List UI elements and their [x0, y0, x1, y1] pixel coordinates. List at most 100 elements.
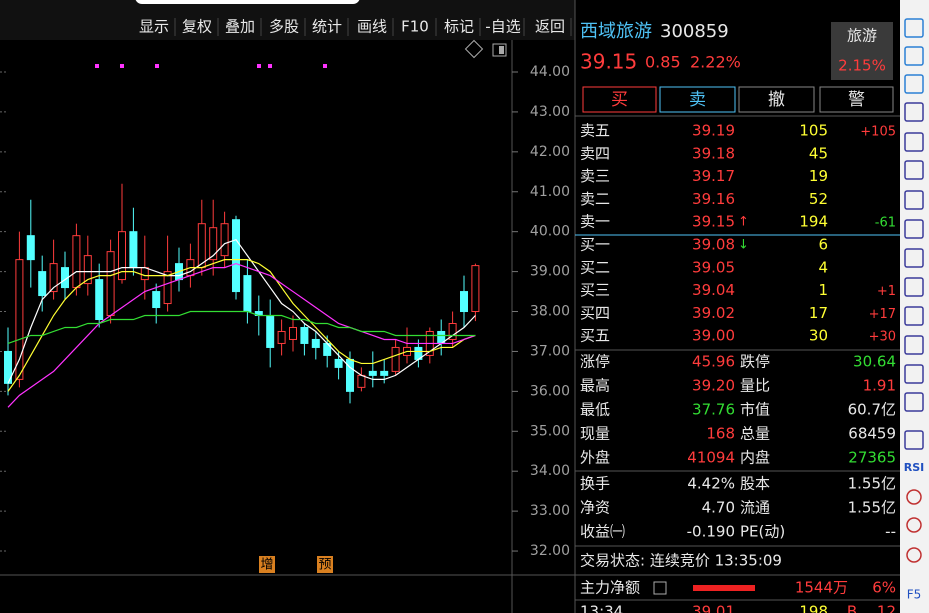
book-label: 买二 — [580, 258, 610, 276]
marker-dot — [155, 64, 159, 68]
candle-body — [232, 219, 240, 293]
trade-button-label: 买 — [611, 90, 628, 110]
candle-body — [49, 263, 58, 293]
y-tick-label: 44.00 — [530, 64, 570, 80]
candle-body — [129, 231, 138, 269]
y-tick-label: 33.00 — [530, 503, 570, 519]
panel-icon[interactable] — [492, 43, 507, 57]
event-badge[interactable] — [259, 556, 275, 573]
candle-body — [448, 322, 457, 340]
book-label: 卖四 — [580, 144, 610, 162]
stat-value: 60.7亿 — [848, 401, 896, 419]
stat-label: 跌停 — [740, 353, 770, 371]
candle-body — [334, 358, 343, 368]
book-price: 39.05 — [692, 258, 735, 276]
diamond-icon[interactable] — [464, 39, 484, 59]
book-price: 39.18 — [692, 144, 735, 162]
sidebar-icon[interactable] — [904, 277, 924, 297]
y-tick-label: 43.00 — [530, 104, 570, 120]
sidebar-icon[interactable] — [906, 489, 922, 505]
book-label: 卖三 — [580, 167, 610, 185]
sector-box[interactable] — [831, 22, 893, 80]
marker-dot — [268, 64, 272, 68]
toolbar-button[interactable]: 画线 — [357, 18, 387, 36]
moving-average — [7, 238, 476, 384]
toolbar-bg — [0, 0, 575, 40]
sidebar-label[interactable]: F5 — [907, 588, 922, 602]
book-volume: 4 — [818, 258, 828, 276]
stat-label: 外盘 — [580, 449, 610, 467]
capital-label: 主力净额 — [580, 579, 640, 597]
stat-value: 1.91 — [863, 377, 896, 395]
trade-button[interactable] — [582, 86, 657, 113]
toolbar-button[interactable]: 统计 — [312, 18, 342, 36]
sidebar-icon[interactable] — [904, 190, 924, 210]
sidebar-icon[interactable] — [904, 430, 924, 450]
sidebar-icon[interactable] — [906, 517, 922, 533]
sidebar-icon[interactable] — [904, 248, 924, 268]
sidebar-label[interactable]: RSI — [904, 461, 925, 474]
candle-body — [118, 231, 126, 281]
capital-icon[interactable] — [653, 581, 667, 595]
sidebar-icon[interactable] — [904, 160, 924, 180]
stat-label: 股本 — [740, 475, 770, 493]
book-price: 39.16 — [692, 190, 735, 208]
sidebar-icon[interactable] — [904, 219, 924, 239]
toolbar-button[interactable]: 返回 — [535, 18, 565, 36]
sidebar-icon[interactable] — [904, 132, 924, 152]
book-label: 买五 — [580, 327, 610, 345]
book-change: +105 — [860, 125, 896, 140]
candle-body — [83, 255, 92, 285]
toolbar-button[interactable]: -自选 — [485, 18, 520, 36]
candle-body — [471, 265, 480, 313]
stat-value: 37.76 — [692, 401, 735, 419]
trade-button[interactable] — [738, 86, 815, 113]
trade-button[interactable] — [659, 86, 736, 113]
tick-row: 39.01 — [692, 603, 735, 613]
stat-value: -- — [885, 523, 896, 541]
toolbar-button[interactable]: F10 — [401, 18, 429, 36]
stat-label: 现量 — [580, 425, 610, 443]
trade-status: 交易状态: 连续竞价 13:35:09 — [580, 552, 782, 570]
book-volume: 6 — [818, 236, 828, 254]
sidebar-icon[interactable] — [904, 18, 924, 38]
sidebar-icon[interactable] — [904, 74, 924, 94]
candle-body — [277, 330, 286, 344]
book-arrow: ↑ — [738, 215, 749, 230]
event-badge[interactable] — [317, 556, 333, 573]
book-volume: 194 — [799, 213, 828, 231]
trade-button[interactable] — [819, 86, 894, 113]
sidebar-icon[interactable] — [904, 335, 924, 355]
price-change: 0.85 — [645, 53, 681, 72]
book-volume: 17 — [809, 304, 828, 322]
candle-body — [380, 370, 389, 376]
toolbar-button[interactable]: 叠加 — [225, 18, 255, 36]
capital-bar — [693, 585, 755, 591]
book-volume: 52 — [809, 190, 828, 208]
y-tick-label: 35.00 — [530, 423, 570, 439]
candle-body — [152, 291, 161, 309]
sidebar-icon[interactable] — [904, 46, 924, 66]
toolbar-button[interactable]: 多股 — [269, 18, 299, 36]
toolbar-button[interactable]: 标记 — [444, 18, 474, 36]
sector-name[interactable]: 旅游 — [847, 27, 877, 45]
sidebar-icon[interactable] — [906, 547, 922, 563]
sidebar-icon[interactable] — [904, 306, 924, 326]
sidebar-icon[interactable] — [904, 392, 924, 412]
book-label: 卖二 — [580, 190, 610, 208]
candle-body — [311, 338, 320, 348]
sidebar-icon[interactable] — [904, 102, 924, 122]
sidebar-icon[interactable] — [904, 364, 924, 384]
candle-body — [197, 223, 206, 269]
stat-label: 涨停 — [580, 353, 610, 371]
toolbar-button[interactable]: 显示 — [139, 18, 169, 36]
book-change: -61 — [875, 216, 896, 231]
stat-label: 收益㈠ — [580, 523, 625, 541]
candle-body — [460, 291, 468, 313]
toolbar-button[interactable]: 复权 — [182, 18, 212, 36]
tick-row: 12 — [877, 603, 896, 613]
trade-button-label: 卖 — [689, 90, 706, 110]
candle-body — [26, 235, 35, 261]
book-label: 买一 — [580, 236, 610, 254]
